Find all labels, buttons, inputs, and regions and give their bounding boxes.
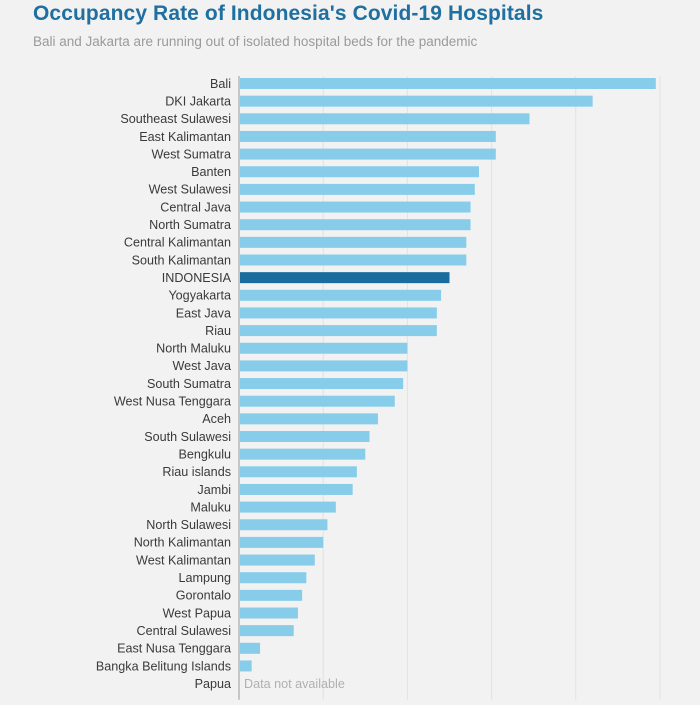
- bar: [240, 342, 408, 354]
- category-label: Central Sulawesi: [137, 624, 232, 638]
- data-not-available-label: Data not available: [244, 677, 345, 691]
- bar: [240, 554, 315, 566]
- chart-title: Occupancy Rate of Indonesia's Covid-19 H…: [33, 2, 544, 25]
- bar: [240, 625, 294, 637]
- bar: [240, 325, 437, 337]
- bar: [240, 130, 496, 142]
- bar: [240, 642, 261, 654]
- category-label: Riau: [205, 324, 231, 338]
- category-label: Central Kalimantan: [124, 236, 231, 250]
- category-label: East Java: [176, 306, 231, 320]
- bars: [240, 78, 656, 672]
- bar: [240, 413, 378, 425]
- category-label: DKI Jakarta: [165, 94, 231, 108]
- category-label: North Maluku: [156, 342, 231, 356]
- bar: [240, 254, 467, 266]
- category-label: Bengkulu: [178, 447, 231, 461]
- category-label: Maluku: [190, 500, 231, 514]
- bar: [240, 431, 370, 442]
- category-label: Banten: [191, 165, 231, 179]
- bar: [240, 201, 471, 213]
- category-label: Bangka Belitung Islands: [96, 659, 231, 673]
- bar: [240, 572, 307, 584]
- category-label: West Sumatra: [151, 147, 231, 161]
- category-label: Gorontalo: [176, 589, 231, 603]
- category-label: Bali: [210, 77, 231, 91]
- bar: [240, 519, 328, 531]
- category-label: South Sumatra: [147, 377, 231, 391]
- category-label: South Sulawesi: [144, 430, 231, 444]
- bar-highlight: [240, 272, 450, 284]
- category-label: Aceh: [202, 412, 231, 426]
- chart-subtitle: Bali and Jakarta are running out of isol…: [33, 34, 478, 49]
- category-label: Papua: [195, 677, 231, 691]
- bar: [240, 448, 366, 460]
- category-label: Central Java: [160, 200, 231, 214]
- category-label: South Kalimantan: [132, 253, 231, 267]
- bar: [240, 219, 471, 231]
- bar: [240, 501, 336, 513]
- category-label: East Kalimantan: [139, 130, 231, 144]
- bar: [240, 236, 467, 248]
- category-label: North Sumatra: [149, 218, 231, 232]
- bar: [240, 483, 353, 495]
- bar: [240, 166, 479, 178]
- bar: [240, 78, 656, 89]
- category-label: West Papua: [163, 606, 231, 620]
- bar: [240, 95, 593, 107]
- category-labels: Bali DKI Jakarta Southeast Sulawesi East Ka…: [96, 77, 345, 691]
- category-label: Jambi: [197, 483, 231, 497]
- bar: [240, 183, 475, 195]
- category-label: West Java: [172, 359, 231, 373]
- bar: [240, 148, 496, 160]
- bar: [240, 660, 252, 672]
- category-label: West Sulawesi: [149, 183, 231, 197]
- category-label: North Kalimantan: [134, 536, 231, 550]
- category-label: INDONESIA: [162, 271, 232, 285]
- category-label: Riau islands: [162, 465, 231, 479]
- bar: [240, 395, 395, 407]
- bar: [240, 536, 324, 548]
- bar: [240, 589, 303, 601]
- bar: [240, 466, 357, 478]
- bar: [240, 607, 298, 619]
- bar: [240, 378, 404, 390]
- bar: [240, 360, 408, 372]
- gridlines: [238, 76, 661, 700]
- category-label: North Sulawesi: [146, 518, 231, 532]
- category-label: Southeast Sulawesi: [120, 112, 231, 126]
- category-label: West Nusa Tenggara: [114, 395, 231, 409]
- bar: [240, 307, 437, 319]
- category-label: Lampung: [178, 571, 231, 585]
- category-label: East Nusa Tenggara: [117, 642, 231, 656]
- bar: [240, 113, 530, 125]
- category-label: Yogyakarta: [168, 289, 231, 303]
- bar: [240, 289, 442, 301]
- category-label: West Kalimantan: [136, 553, 231, 567]
